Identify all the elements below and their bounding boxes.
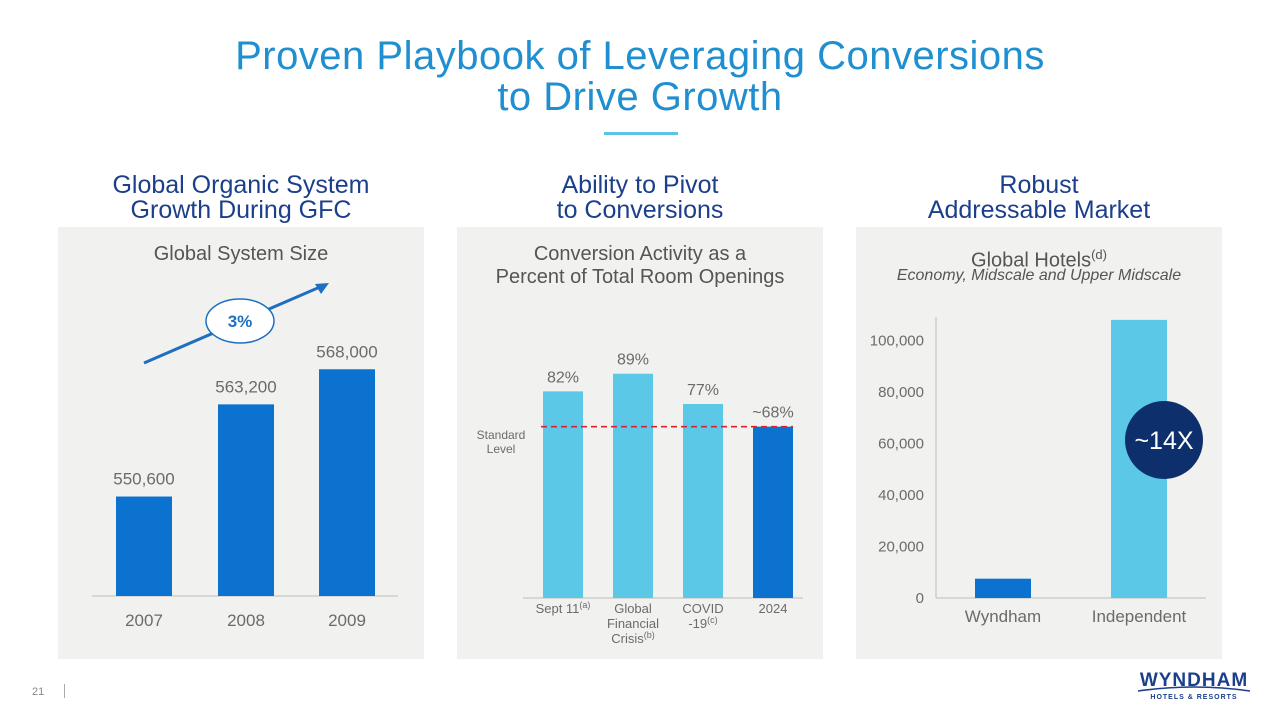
data-label-3: 77% <box>687 382 719 399</box>
bar-4 <box>753 426 793 598</box>
data-label-2009: 568,000 <box>316 342 377 361</box>
column-heading-1-line-2: Growth During GFC <box>130 196 352 224</box>
y-tick-label-0: 0 <box>916 590 924 607</box>
x-tick-label-3-line-1: COVID <box>682 601 723 616</box>
standard-level-label-line-1: Standard <box>477 428 526 442</box>
y-tick-label-60,000: 60,000 <box>878 436 924 453</box>
x-tick-label-2-line-3: Crisis(b) <box>611 630 655 646</box>
y-tick-label-80,000: 80,000 <box>878 384 924 401</box>
growth-badge-label: 3% <box>228 312 253 331</box>
x-tick-footnote-3: (c) <box>707 615 718 625</box>
x-tick-label-1-line-1: Sept 11(a) <box>536 600 591 616</box>
column-heading-3-line-1: Robust <box>999 171 1079 199</box>
bar-3 <box>683 403 723 598</box>
column-heading-3-line-2: Addressable Market <box>927 196 1151 224</box>
page-title-line-1: Proven Playbook of Leveraging Conversion… <box>235 34 1045 78</box>
growth-arrow-head <box>315 283 329 294</box>
standard-level-label-line-2: Level <box>487 442 516 456</box>
x-tick-label-2007: 2007 <box>125 611 163 630</box>
growth-badge <box>205 298 275 344</box>
bar-2008 <box>218 404 274 596</box>
bar-2 <box>613 373 653 598</box>
chart-title-global-hotels: Global Hotels(d) <box>856 243 1222 273</box>
column-heading-2-line-1: Ability to Pivot <box>561 171 719 199</box>
chart-title-system-size: Global System Size <box>153 243 329 265</box>
chart-panel-system-size: Global System Size 550,600 2007 563,200 200… <box>58 227 424 659</box>
page-title-line-2: to Drive Growth <box>497 75 783 119</box>
chart-global-hotels: 0 20,000 40,000 60,000 80,000 100,000 Wyndham I… <box>870 317 1206 626</box>
chart-system-size: 550,600 2007 563,200 2008 568,000 2009 3% <box>92 283 398 630</box>
chart-title-conversion-line-2: Percent of Total Room Openings <box>495 266 785 288</box>
chart-title-global-hotels-footnote: (d) <box>1091 247 1107 262</box>
data-label-1: 82% <box>547 369 579 386</box>
chart-title-conversion-line-1: Conversion Activity as a <box>533 243 747 265</box>
logo-wordmark: WYNDHAM <box>1139 670 1249 691</box>
data-label-4: ~68% <box>752 405 793 422</box>
page-number: 21 <box>32 686 45 698</box>
x-tick-label-wyndham: Wyndham <box>965 607 1041 626</box>
y-tick-label-100,000: 100,000 <box>870 333 924 350</box>
x-tick-footnote-1: (a) <box>579 600 590 610</box>
title-underline <box>604 132 678 135</box>
x-tick-label-2008: 2008 <box>227 611 265 630</box>
bar-1 <box>543 391 583 598</box>
x-tick-label-4-line-1: 2024 <box>759 601 788 616</box>
chart-title-global-hotels-text: Global Hotels <box>971 249 1092 272</box>
x-tick-label-2009: 2009 <box>328 611 366 630</box>
chart-panel-conversion: Conversion Activity as a Percent of Tota… <box>457 227 823 659</box>
x-tick-label-2-line-1: Global <box>614 601 652 616</box>
bar-wyndham <box>975 578 1031 598</box>
y-tick-label-40,000: 40,000 <box>878 487 924 504</box>
column-heading-2-line-2: to Conversions <box>556 196 724 224</box>
chart-conversion: 82% Sept 11(a) 89% GlobalFinancialCrisis(b)… <box>477 352 803 646</box>
chart-panel-global-hotels: Global Hotels(d) Economy, Midscale and U… <box>856 227 1222 659</box>
bar-2009 <box>319 369 375 596</box>
bar-2007 <box>116 496 172 596</box>
chart-subtitle-global-hotels: Economy, Midscale and Upper Midscale <box>896 267 1182 284</box>
data-label-2: 89% <box>617 352 649 369</box>
y-tick-label-20,000: 20,000 <box>878 539 924 556</box>
column-heading-1-line-1: Global Organic System <box>112 171 370 199</box>
logo-tagline: HOTELS & RESORTS <box>1150 694 1238 701</box>
x-tick-label-3-line-2: -19(c) <box>688 615 717 631</box>
x-tick-footnote-2: (b) <box>644 630 655 640</box>
multiple-callout-circle <box>1125 401 1203 479</box>
wyndham-logo: WYNDHAM HOTELS & RESORTS <box>1134 670 1254 710</box>
data-label-2007: 550,600 <box>113 470 174 489</box>
multiple-callout-label: ~14X <box>1134 427 1193 455</box>
footer-divider <box>64 684 65 698</box>
x-tick-label-2-line-2: Financial <box>607 616 659 631</box>
x-tick-label-independent: Independent <box>1092 607 1187 626</box>
logo-swoosh <box>1137 686 1251 692</box>
data-label-2008: 563,200 <box>215 377 276 396</box>
